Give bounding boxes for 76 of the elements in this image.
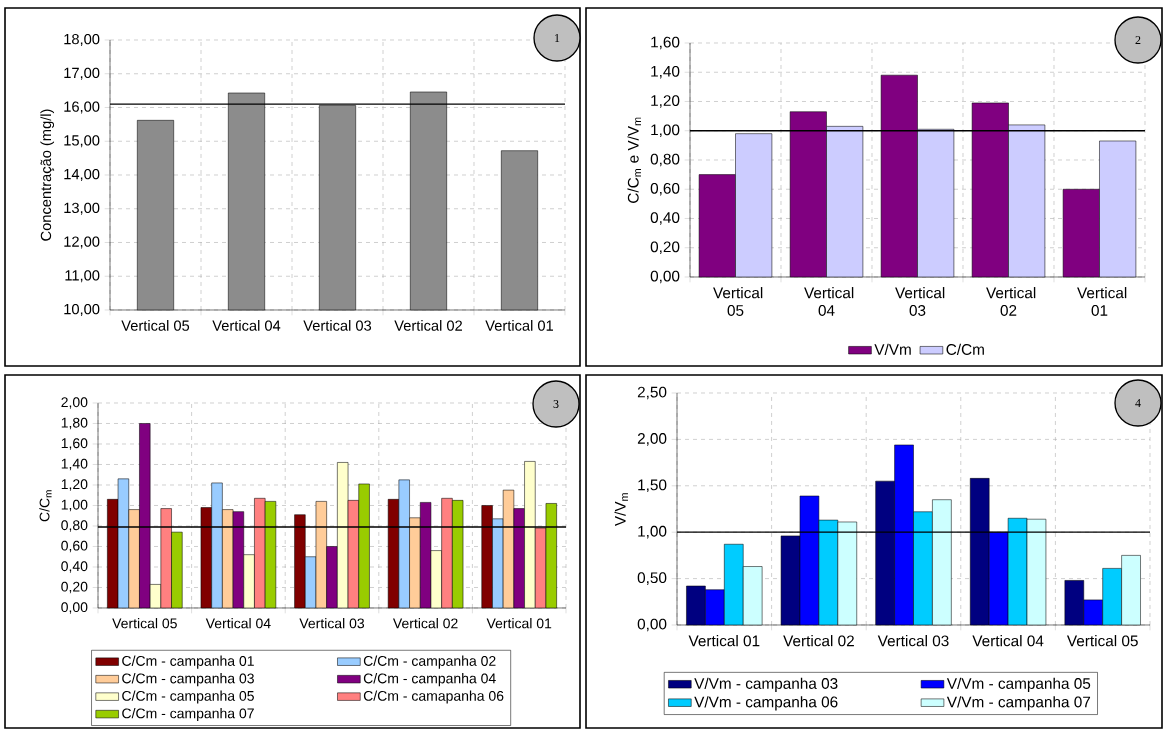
y-tick-label: 0,40 [650,212,680,225]
y-tick-label: 17,00 [64,67,100,80]
x-tick-label: Vertical 05 [1066,635,1138,647]
y-axis-title: V/V$_{m}$ [614,493,628,527]
y-axis-title: C/C$_{m}$ e V/V$_{m}$ [627,117,641,203]
y-tick-label: 14,00 [64,168,100,182]
y-tick-label: 0,80 [650,153,680,167]
x-tick-label: Vertical 01 [1077,287,1127,316]
x-tick-label: Vertical 05 [112,618,177,629]
legend-label: C/Cm - campanha 05 [122,690,254,704]
y-tick-label: 11,00 [65,270,100,283]
legend-label: V/Vm - campanha 03 [694,677,838,692]
y-tick-label: 0,00 [650,270,680,284]
y-tick-label: 1,40 [61,458,88,471]
y-tick-label: 0,20 [650,241,680,255]
y-axis-title: C/C$_{m}$ [39,490,52,522]
legend-label: V/Vm [874,343,911,355]
annotation: 2 [1135,36,1141,44]
y-tick-label: 1,80 [61,417,88,430]
y-tick-label: 1,60 [651,36,680,50]
annotation: 4 [1135,399,1141,407]
legend-label: V/Vm - campanha 07 [946,696,1091,711]
legend-label: C/Cm - camapanha 06 [363,690,504,704]
y-tick-label: 0,50 [637,572,667,585]
x-tick-label: Vertical 03 [299,618,365,629]
y-tick-label: 2,50 [637,386,667,400]
legend-label: C/Cm - campanha 02 [363,655,496,669]
x-tick-label: Vertical 01 [486,618,552,629]
x-tick-label: Vertical 04 [972,635,1044,647]
legend-label: V/Vm - campanha 05 [946,677,1091,692]
x-tick-label: Vertical 05 [121,320,190,331]
y-tick-label: 1,20 [651,95,680,108]
legend-label: C/Cm [946,343,984,355]
y-tick-label: 18,00 [64,33,100,47]
x-tick-label: Vertical 04 [205,618,271,629]
x-tick-label: Vertical 03 [877,635,949,647]
x-tick-label: Vertical 01 [688,635,760,647]
y-tick-label: 1,00 [638,525,667,539]
y-tick-label: 0,60 [650,182,680,196]
y-tick-label: 0,40 [61,561,88,573]
y-tick-label: 10,00 [64,303,100,317]
x-tick-label: Vertical 02 [986,287,1036,316]
y-tick-label: 2,00 [637,433,667,446]
legend-label: C/Cm - campanha 03 [122,673,254,687]
x-tick-label: Vertical 03 [895,287,945,316]
y-tick-label: 0,60 [61,540,88,553]
x-tick-label: Vertical 02 [392,618,458,629]
y-tick-label: 0,20 [61,581,88,594]
y-tick-label: 0,00 [61,602,88,614]
y-tick-label: 16,00 [64,101,100,114]
y-tick-label: 2,00 [61,397,88,409]
y-tick-label: 1,20 [61,479,88,491]
y-tick-label: 12,00 [64,236,100,249]
x-tick-label: Vertical 04 [804,287,854,316]
y-tick-label: 1,60 [61,438,88,450]
y-tick-label: 1,40 [651,65,680,79]
x-tick-label: Vertical 04 [212,320,281,331]
x-tick-label: Vertical 05 [713,287,763,316]
y-tick-label: 15,00 [64,135,100,148]
legend-label: C/Cm - campanha 04 [363,673,496,687]
y-tick-label: 1,50 [638,479,667,493]
x-tick-label: Vertical 01 [485,320,554,331]
legend-label: C/Cm - campanha 07 [122,708,254,722]
legend-label: C/Cm - campanha 01 [122,655,254,669]
x-tick-label: Vertical 03 [303,320,372,331]
annotation: 3 [553,399,559,409]
y-axis-title: Concentração (mg/l) [40,109,55,241]
annotation: 1 [555,34,560,42]
x-tick-label: Vertical 02 [394,320,462,331]
y-tick-label: 1,00 [651,124,680,138]
y-tick-label: 1,00 [61,499,88,512]
y-tick-label: 13,00 [64,202,100,215]
x-tick-label: Vertical 02 [783,635,854,647]
legend-label: V/Vm - campanha 06 [694,696,838,711]
y-tick-label: 0,80 [61,520,88,532]
y-tick-label: 0,00 [637,618,667,632]
